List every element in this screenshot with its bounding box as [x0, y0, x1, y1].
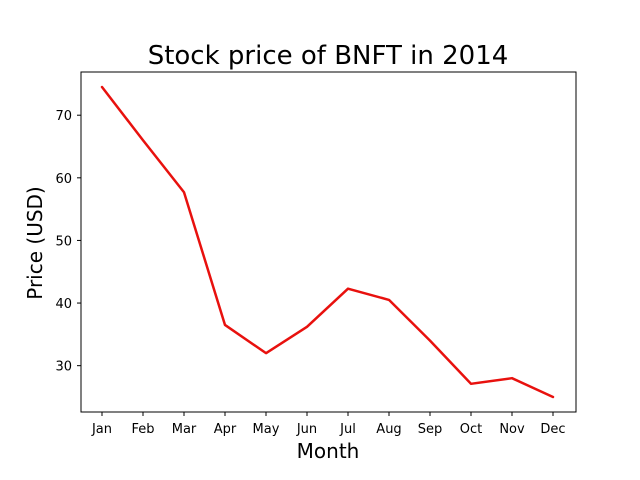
x-tick-label: Nov [499, 422, 525, 437]
y-tick-label: 50 [55, 234, 72, 249]
x-tick-label: Dec [540, 422, 565, 437]
x-tick-label: Jan [91, 422, 112, 437]
y-tick-label: 30 [55, 360, 72, 375]
axis-ticks: Jan Feb Mar Apr May Jun Jul Aug Sep Oct Nov Dec 30 40… [55, 109, 565, 437]
y-tick-label: 60 [55, 172, 72, 187]
y-axis-label: Price (USD) [23, 186, 47, 300]
x-tick-label: Jul [339, 422, 356, 437]
x-tick-label: Mar [172, 422, 197, 437]
plot-frame [80, 71, 577, 413]
x-tick-label: Oct [460, 422, 482, 437]
x-tick-label: Feb [131, 422, 154, 437]
x-tick-label: Apr [214, 422, 237, 437]
series-line [100, 85, 555, 399]
x-axis-label: Month [297, 439, 360, 463]
x-tick-label: May [253, 422, 280, 437]
x-tick-label: Sep [418, 422, 443, 437]
x-tick-label: Aug [376, 422, 401, 437]
x-tick-label: Jun [296, 422, 317, 437]
chart-title: Stock price of BNFT in 2014 [148, 41, 509, 71]
series-layer [100, 85, 555, 399]
y-tick-label: 70 [55, 109, 72, 124]
y-tick-label: 40 [55, 297, 72, 312]
